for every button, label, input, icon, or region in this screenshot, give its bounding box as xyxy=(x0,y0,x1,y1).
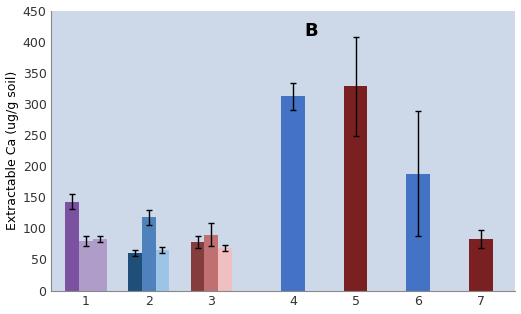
Bar xyxy=(469,239,493,290)
Bar xyxy=(93,239,107,290)
Bar xyxy=(281,96,305,290)
Bar xyxy=(344,86,367,290)
Bar xyxy=(65,202,79,290)
Y-axis label: Extractable Ca (ug/g soil): Extractable Ca (ug/g soil) xyxy=(6,71,19,230)
Bar xyxy=(142,217,156,290)
Bar xyxy=(406,174,430,290)
Bar xyxy=(218,248,232,290)
Bar xyxy=(79,241,93,290)
Bar xyxy=(128,253,142,290)
Bar xyxy=(156,250,169,290)
Bar xyxy=(191,242,204,290)
Bar xyxy=(204,235,218,290)
Text: B: B xyxy=(304,22,318,40)
